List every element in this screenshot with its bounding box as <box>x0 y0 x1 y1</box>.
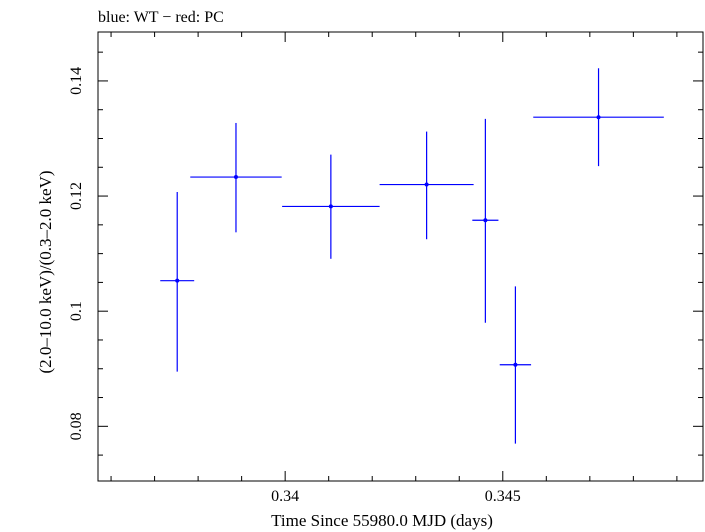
point-marker <box>233 175 238 180</box>
y-tick-label: 0.14 <box>68 67 85 95</box>
data-point <box>190 122 282 233</box>
data-point <box>499 286 532 444</box>
x-tick-label: 0.34 <box>271 488 299 505</box>
point-marker <box>424 182 429 187</box>
point-marker <box>513 362 518 367</box>
plot-frame <box>97 31 704 482</box>
y-tick-label: 0.08 <box>68 412 85 440</box>
data-point <box>160 192 195 372</box>
x-tick-label: 0.345 <box>485 488 521 505</box>
data-point <box>379 131 474 240</box>
y-tick-label: 0.1 <box>68 301 85 321</box>
data-point <box>282 154 380 259</box>
x-axis-label: Time Since 55980.0 MJD (days) <box>271 511 493 530</box>
data-point <box>472 118 499 323</box>
data-series-wt <box>160 68 664 444</box>
y-tick-label: 0.12 <box>68 182 85 210</box>
point-marker <box>175 278 180 283</box>
point-marker <box>328 204 333 209</box>
chart-title: blue: WT − red: PC <box>98 9 224 26</box>
point-marker <box>483 218 488 223</box>
point-marker <box>596 115 601 120</box>
data-point <box>533 68 664 167</box>
axis-ticks: 0.34 0.345 0.08 0.1 0.12 0.14 <box>68 32 703 505</box>
y-axis-label: (2.0–10.0 keV)/(0.3–2.0 keV) <box>36 170 55 373</box>
